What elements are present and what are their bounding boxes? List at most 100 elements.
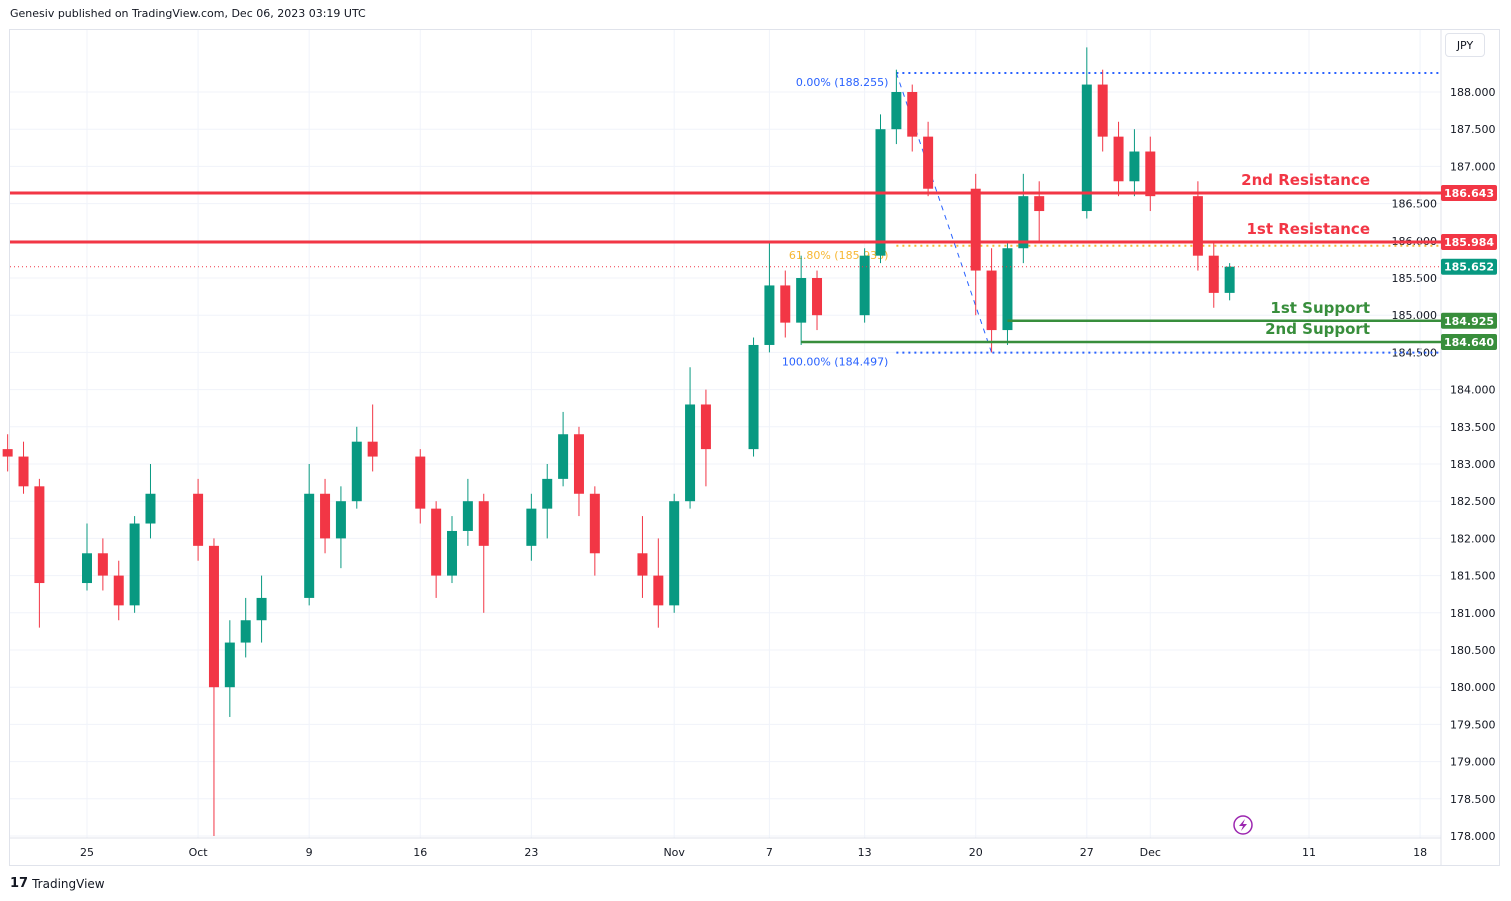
- candle-body: [351, 441, 362, 502]
- price-axis-badge: [1441, 312, 1497, 329]
- x-tick-label: Dec: [1140, 846, 1161, 859]
- currency-button[interactable]: JPY: [1445, 33, 1485, 57]
- candle-body: [923, 136, 934, 189]
- candle-body: [367, 441, 378, 457]
- candle-body: [1224, 266, 1235, 293]
- candle-body: [415, 456, 426, 509]
- current-price-label: 185.652: [1444, 261, 1494, 274]
- candle-body: [129, 523, 140, 606]
- y-tick-label: 186.500: [1392, 198, 1438, 211]
- logo-text: TradingView: [32, 876, 105, 891]
- fib-level-label: 61.80% (185.933): [789, 249, 889, 262]
- candle-body: [970, 188, 981, 271]
- candle-body: [573, 434, 584, 494]
- price-axis-badge: [1441, 333, 1497, 350]
- candle-body: [193, 493, 204, 546]
- candle-body: [256, 597, 267, 621]
- candle-body: [653, 575, 664, 606]
- candle-body: [34, 486, 45, 584]
- candle-body: [526, 508, 537, 546]
- candle-body: [1129, 151, 1140, 182]
- lightning-bolt-icon: [1239, 819, 1247, 831]
- y-tick-label: 188.000: [1450, 86, 1496, 99]
- candle-body: [145, 493, 156, 524]
- y-tick-label: 178.000: [1450, 830, 1496, 843]
- candle-body: [82, 553, 92, 584]
- candle-body: [1192, 196, 1203, 256]
- y-tick-label: 180.000: [1450, 681, 1496, 694]
- candle-body: [240, 620, 251, 643]
- x-tick-label: 27: [1080, 846, 1094, 859]
- candle-body: [1002, 248, 1013, 331]
- y-tick-label: 179.500: [1450, 718, 1496, 731]
- x-tick-label: 11: [1302, 846, 1316, 859]
- candle-body: [796, 278, 807, 323]
- y-tick-label: 184.000: [1450, 384, 1496, 397]
- candle-body: [859, 255, 870, 316]
- level-name: 1st Support: [1270, 299, 1370, 317]
- x-tick-label: 25: [80, 846, 94, 859]
- y-tick-label: 182.500: [1450, 495, 1496, 508]
- candle-body: [669, 501, 680, 606]
- candle-body: [224, 642, 235, 688]
- lightning-icon[interactable]: [1233, 815, 1253, 835]
- y-tick-label: 181.500: [1450, 570, 1496, 583]
- candle-body: [1145, 151, 1156, 197]
- y-tick-label: 183.500: [1450, 421, 1496, 434]
- candle-body: [431, 508, 442, 576]
- candle-body: [986, 270, 997, 331]
- candle-body: [97, 553, 108, 576]
- price-axis-badge-label: 184.640: [1444, 336, 1494, 349]
- candle-body: [1018, 196, 1029, 249]
- candle-body: [780, 285, 791, 323]
- level-name: 2nd Support: [1265, 320, 1370, 338]
- candle-body: [907, 92, 918, 137]
- candle-body: [208, 545, 219, 688]
- fib-level-label: 0.00% (188.255): [796, 76, 889, 89]
- y-tick-label: 181.000: [1450, 607, 1496, 620]
- y-tick-label: 185.000: [1392, 309, 1438, 322]
- candle-body: [812, 278, 823, 316]
- x-tick-label: Oct: [189, 846, 209, 859]
- candle-body: [462, 501, 473, 531]
- x-tick-label: 13: [858, 846, 872, 859]
- candle-body: [589, 493, 600, 554]
- candle-body: [1097, 84, 1108, 137]
- candle-body: [700, 404, 711, 450]
- candle-body: [447, 530, 458, 576]
- candle-body: [320, 493, 331, 539]
- y-tick-label: 187.500: [1450, 123, 1496, 136]
- tradingview-logo[interactable]: 17 TradingView: [10, 876, 105, 891]
- candle-body: [764, 285, 775, 345]
- current-price-badge: [1441, 258, 1497, 275]
- price-axis-badge: [1441, 233, 1497, 250]
- candle-body: [891, 92, 902, 130]
- candle-body: [1208, 255, 1219, 293]
- candle-body: [1034, 196, 1045, 212]
- y-tick-label: 182.000: [1450, 532, 1496, 545]
- candle-body: [542, 478, 553, 509]
- published-caption: Genesiv published on TradingView.com, De…: [10, 7, 366, 20]
- y-tick-label: 187.000: [1450, 160, 1496, 173]
- price-axis-badge: [1441, 184, 1497, 201]
- tradingview-logo-icon: 17: [10, 876, 29, 891]
- candle-body: [637, 553, 648, 576]
- x-tick-label: Nov: [663, 846, 685, 859]
- x-tick-label: 9: [306, 846, 313, 859]
- y-tick-label: 180.500: [1450, 644, 1496, 657]
- level-name: 2nd Resistance: [1241, 171, 1370, 189]
- candle-body: [1113, 136, 1124, 182]
- candle-body: [113, 575, 124, 606]
- y-tick-label: 183.000: [1450, 458, 1496, 471]
- fib-level-label: 100.00% (184.497): [782, 356, 889, 369]
- x-tick-label: 18: [1413, 846, 1427, 859]
- x-tick-label: 7: [766, 846, 773, 859]
- candle-body: [558, 434, 569, 479]
- y-tick-label: 179.000: [1450, 756, 1496, 769]
- price-axis-badge-label: 185.984: [1444, 236, 1494, 249]
- candle-body: [335, 501, 346, 539]
- candle-body: [18, 456, 29, 487]
- price-axis-badge-label: 184.925: [1444, 315, 1494, 328]
- price-axis-badge-label: 186.643: [1444, 187, 1494, 200]
